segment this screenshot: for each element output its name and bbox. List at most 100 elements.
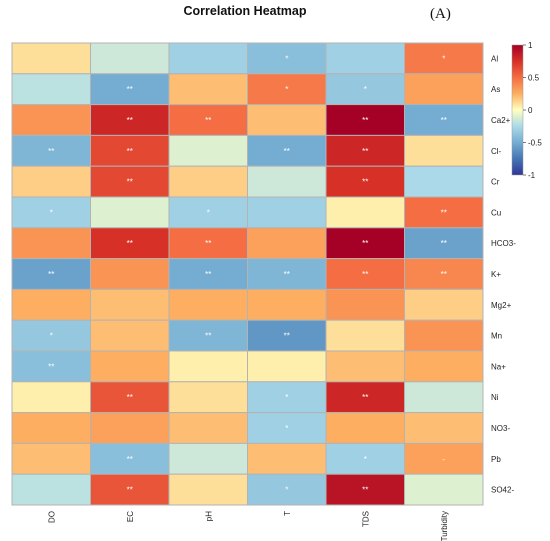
heatmap-cell	[90, 350, 170, 383]
significance-label: *	[364, 455, 367, 464]
row-label: Ca2+	[491, 116, 511, 125]
heatmap-cell	[11, 442, 91, 475]
row-label: NO3-	[491, 424, 510, 433]
heatmap-cell	[11, 227, 91, 260]
heatmap-cell	[404, 473, 484, 506]
significance-label: *	[50, 208, 53, 217]
significance-label: *	[285, 393, 288, 402]
heatmap-cell	[90, 319, 170, 352]
significance-label: **	[441, 208, 447, 217]
heatmap-cell	[90, 288, 170, 321]
chart-title: Correlation Heatmap	[183, 4, 307, 18]
heatmap-cell	[11, 288, 91, 321]
significance-label: *	[285, 85, 288, 94]
heatmap-cell	[247, 165, 327, 198]
heatmap-cell	[325, 196, 405, 229]
significance-label: **	[284, 332, 290, 341]
significance-label: **	[441, 270, 447, 279]
heatmap-cell	[325, 442, 405, 475]
column-label: T	[283, 511, 292, 516]
row-label: Ni	[491, 393, 499, 402]
heatmap-cell	[325, 381, 405, 414]
heatmap-cell	[325, 258, 405, 290]
row-label: Na+	[491, 362, 506, 371]
heatmap-cell	[168, 412, 248, 444]
heatmap-cell	[404, 412, 484, 444]
row-label: Cr	[491, 178, 500, 187]
heatmap-cell	[404, 350, 484, 383]
significance-label: **	[205, 239, 211, 248]
heatmap-cell	[168, 134, 248, 167]
heatmap-cell	[11, 104, 91, 136]
heatmap-cell	[404, 381, 484, 414]
colorbar-tick-label: -0.5	[528, 139, 542, 148]
colorbar-tick-label: 1	[528, 41, 533, 50]
significance-label: **	[362, 178, 368, 187]
significance-label: *	[285, 54, 288, 63]
heatmap-cell	[168, 73, 248, 106]
significance-label: **	[205, 270, 211, 279]
significance-label: **	[127, 116, 133, 125]
significance-label: **	[127, 393, 133, 402]
column-label: Turbidity	[440, 511, 449, 541]
colorbar	[511, 44, 524, 176]
row-label: As	[491, 85, 500, 94]
heatmap-cell	[90, 104, 170, 136]
heatmap-cell	[247, 73, 327, 106]
significance-label: **	[362, 239, 368, 248]
heatmap-cell	[247, 350, 327, 383]
heatmap-cell	[168, 381, 248, 414]
heatmap-cell	[90, 258, 170, 290]
heatmap-cell	[247, 227, 327, 260]
significance-label: **	[205, 332, 211, 341]
row-label: Cu	[491, 208, 501, 217]
heatmap-cell	[11, 165, 91, 198]
heatmap-annotations: * *** * *** ** ** **** ** ** **** *** * **** ** ** ****…	[48, 54, 447, 494]
heatmap-cell	[11, 319, 91, 352]
significance-label: **	[127, 455, 133, 464]
significance-label: **	[48, 147, 54, 156]
heatmap-cell	[325, 134, 405, 167]
significance-label: *	[50, 332, 53, 341]
column-label: DO	[47, 511, 56, 523]
significance-label: **	[127, 147, 133, 156]
row-label: HCO3-	[491, 239, 516, 248]
heatmap-cell	[90, 134, 170, 167]
heatmap-cell	[11, 42, 91, 75]
significance-label: **	[362, 270, 368, 279]
heatmap-cell	[404, 442, 484, 475]
significance-label: **	[127, 178, 133, 187]
row-label: Cl-	[491, 147, 502, 156]
heatmap-cell	[247, 134, 327, 167]
significance-label: *	[442, 54, 445, 63]
heatmap-cell	[247, 196, 327, 229]
significance-label: **	[48, 270, 54, 279]
heatmap-cell	[90, 473, 170, 506]
heatmap-cell	[168, 442, 248, 475]
significance-label: **	[362, 393, 368, 402]
heatmap-cell	[90, 196, 170, 229]
heatmap-cell	[90, 73, 170, 106]
colorbar-tick-label: -1	[528, 171, 536, 180]
panel-label: (A)	[430, 6, 451, 22]
heatmap-cell	[168, 258, 248, 290]
heatmap-cell	[325, 319, 405, 352]
significance-label: *	[285, 424, 288, 433]
heatmap-cell	[168, 288, 248, 321]
significance-label: *	[207, 208, 210, 217]
heatmap-cell	[168, 350, 248, 383]
heatmap-cell	[11, 381, 91, 414]
heatmap-cell	[168, 319, 248, 352]
heatmap-cell	[404, 319, 484, 352]
heatmap-cell	[404, 196, 484, 229]
heatmap-cell	[325, 288, 405, 321]
significance-label: **	[127, 239, 133, 248]
significance-label: **	[284, 147, 290, 156]
heatmap-cell	[404, 288, 484, 321]
significance-label: *	[364, 85, 367, 94]
significance-label: **	[441, 116, 447, 125]
significance-label: *	[285, 486, 288, 495]
row-label: Mg2+	[491, 301, 512, 310]
row-labels: Al As Ca2+ Cl- Cr Cu HCO3- K+ Mg2+ Mn Na+ Ni NO3- Pb S…	[491, 54, 516, 494]
